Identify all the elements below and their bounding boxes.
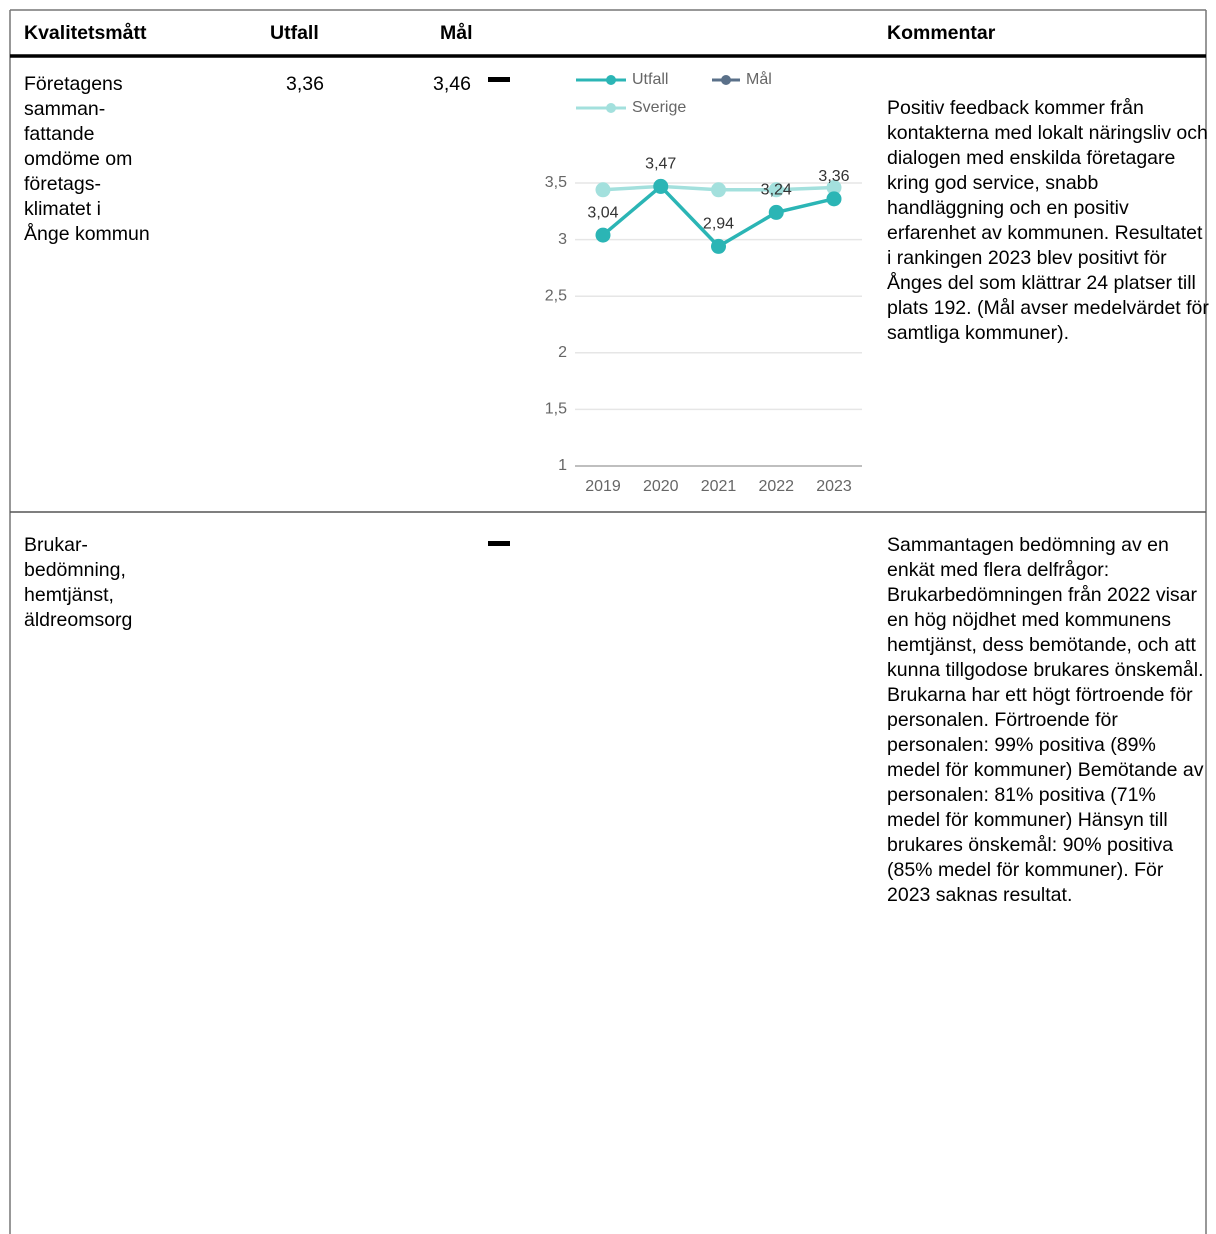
legend-label: Mål	[746, 70, 772, 88]
data-point	[768, 182, 784, 198]
y-tick-label: 1	[558, 457, 567, 474]
data-point	[711, 238, 726, 254]
column-header: Kvalitetsmått	[24, 22, 147, 44]
column-header: Kommentar	[887, 22, 996, 44]
data-point	[711, 182, 726, 198]
x-tick-label: 2019	[585, 478, 621, 495]
legend-marker	[721, 75, 731, 85]
y-tick-label: 1,5	[545, 401, 567, 418]
data-point	[768, 204, 784, 220]
column-header: Mål	[440, 22, 473, 44]
data-point	[595, 227, 611, 243]
data-point	[595, 182, 611, 198]
data-point	[826, 180, 842, 196]
measure-line: företags-	[24, 173, 101, 195]
measure-line: samman-	[24, 98, 106, 120]
data-label: 3,36	[818, 168, 849, 185]
data-label: 3,47	[645, 156, 676, 173]
legend-label: Utfall	[632, 71, 668, 88]
measure: Företagens samman-fattande omdöme om företa…	[24, 72, 150, 247]
legend-label: Sverige	[632, 99, 686, 116]
x-tick-label: 2021	[701, 478, 737, 495]
x-tick-label: 2023	[816, 478, 852, 495]
status-icon	[488, 541, 510, 546]
data-label: 3,04	[587, 204, 618, 221]
data-label: 2,94	[703, 216, 734, 233]
measure-line: hemtjänst,	[24, 584, 114, 606]
comment: Sammantagen bedömning av en enkät med fl…	[887, 534, 1204, 906]
measure-line: Ånge kommun	[24, 223, 150, 245]
measure-line: Brukar-	[24, 534, 88, 556]
comment: Positiv feedback kommer från kontakterna…	[887, 97, 1209, 344]
measure-line: Företagens	[24, 73, 123, 95]
x-tick-label: 2020	[643, 478, 679, 495]
outcome: 3,36	[286, 73, 324, 95]
y-tick-label: 2,5	[545, 287, 567, 304]
target: 3,46	[433, 73, 471, 95]
x-tick-label: 2022	[758, 478, 794, 495]
legend-marker	[606, 103, 616, 113]
y-tick-label: 2	[558, 344, 567, 361]
legend-marker	[606, 75, 616, 85]
data-label: 3,24	[761, 182, 792, 199]
status-icon	[488, 77, 510, 82]
y-tick-label: 3,5	[545, 174, 567, 191]
y-tick-label: 3	[558, 231, 567, 248]
measure-line: äldreomsorg	[24, 609, 133, 631]
column-header: Utfall	[270, 22, 319, 44]
measure-line: klimatet i	[24, 198, 101, 220]
measure-line: fattande	[24, 123, 95, 145]
measure: Brukar-bedömning, hemtjänst, äldreomsorg	[24, 533, 132, 633]
data-point	[826, 191, 842, 207]
measure-line: omdöme om	[24, 148, 133, 170]
data-point	[653, 178, 669, 194]
measure-line: bedömning,	[24, 559, 126, 581]
